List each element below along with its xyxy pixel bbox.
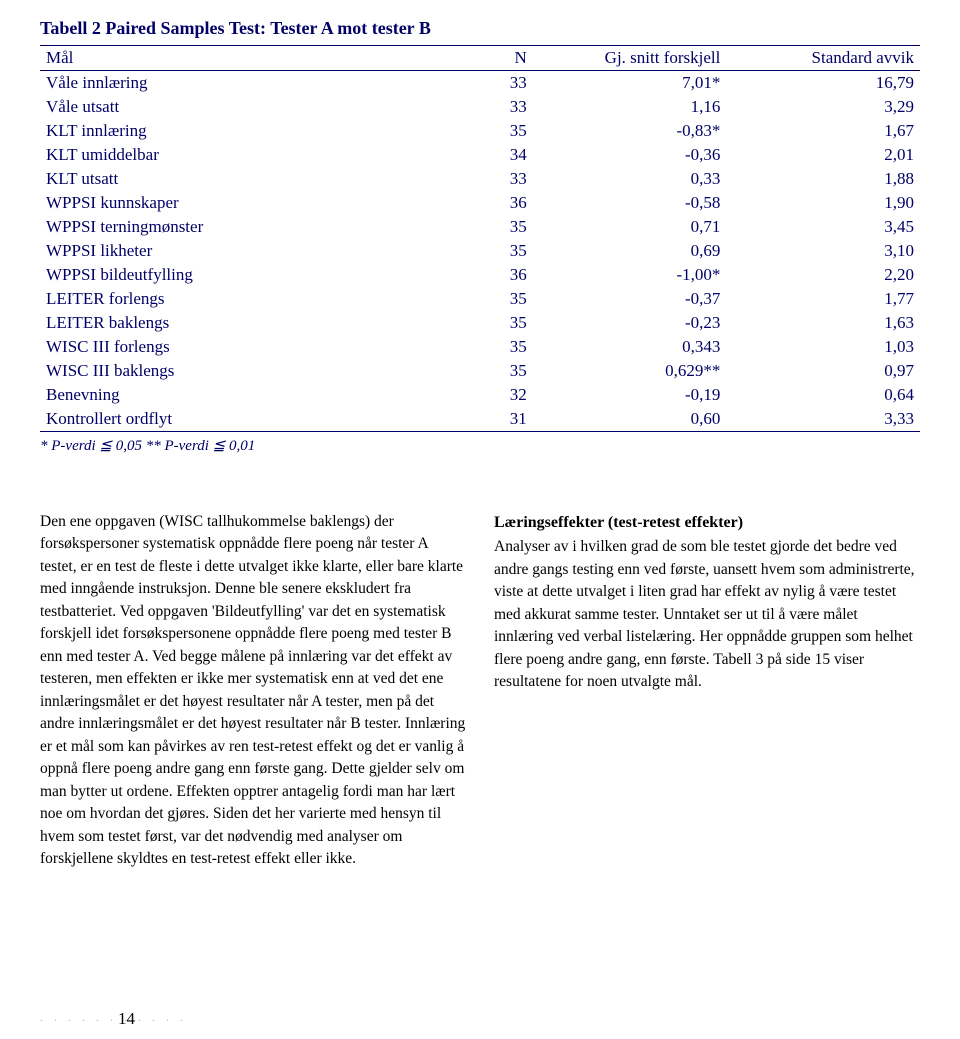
row-mean: 0,629**: [533, 359, 727, 383]
col-header-label: Mål: [40, 46, 410, 71]
row-sd: 1,90: [726, 191, 920, 215]
table-row: KLT innlæring35-0,83*1,67: [40, 119, 920, 143]
data-table: Mål N Gj. snitt forskjell Standard avvik…: [40, 45, 920, 432]
row-n: 36: [410, 263, 533, 287]
row-label: KLT umiddelbar: [40, 143, 410, 167]
row-mean: -0,58: [533, 191, 727, 215]
row-sd: 3,29: [726, 95, 920, 119]
right-column: Læringseffekter (test-retest effekter) A…: [494, 511, 920, 871]
row-mean: -0,23: [533, 311, 727, 335]
row-mean: 0,60: [533, 407, 727, 432]
row-sd: 1,63: [726, 311, 920, 335]
row-n: 35: [410, 119, 533, 143]
right-paragraph: Analyser av i hvilken grad de som ble te…: [494, 536, 920, 693]
row-label: Kontrollert ordflyt: [40, 407, 410, 432]
col-header-mean: Gj. snitt forskjell: [533, 46, 727, 71]
left-column: Den ene oppgaven (WISC tallhukommelse ba…: [40, 511, 466, 871]
row-n: 35: [410, 239, 533, 263]
row-sd: 0,97: [726, 359, 920, 383]
row-sd: 0,64: [726, 383, 920, 407]
col-header-n: N: [410, 46, 533, 71]
row-label: WPPSI kunnskaper: [40, 191, 410, 215]
page-number: 14: [118, 1009, 135, 1029]
table-header-row: Mål N Gj. snitt forskjell Standard avvik: [40, 46, 920, 71]
row-sd: 3,33: [726, 407, 920, 432]
row-sd: 1,67: [726, 119, 920, 143]
row-sd: 16,79: [726, 71, 920, 96]
row-n: 35: [410, 359, 533, 383]
row-label: Benevning: [40, 383, 410, 407]
row-sd: 2,01: [726, 143, 920, 167]
row-mean: 0,71: [533, 215, 727, 239]
row-label: LEITER baklengs: [40, 311, 410, 335]
row-mean: 0,69: [533, 239, 727, 263]
row-n: 35: [410, 215, 533, 239]
table-row: LEITER forlengs35-0,371,77: [40, 287, 920, 311]
row-mean: 0,343: [533, 335, 727, 359]
row-mean: -0,37: [533, 287, 727, 311]
table-row: WPPSI kunnskaper36-0,581,90: [40, 191, 920, 215]
table-row: Kontrollert ordflyt310,603,33: [40, 407, 920, 432]
table-row: WPPSI bildeutfylling36-1,00*2,20: [40, 263, 920, 287]
table-row: WISC III forlengs350,3431,03: [40, 335, 920, 359]
row-n: 31: [410, 407, 533, 432]
row-mean: -0,83*: [533, 119, 727, 143]
row-label: KLT utsatt: [40, 167, 410, 191]
body-columns: Den ene oppgaven (WISC tallhukommelse ba…: [40, 511, 920, 871]
row-label: WISC III baklengs: [40, 359, 410, 383]
left-paragraph: Den ene oppgaven (WISC tallhukommelse ba…: [40, 511, 466, 871]
row-n: 34: [410, 143, 533, 167]
row-label: Våle utsatt: [40, 95, 410, 119]
row-n: 33: [410, 71, 533, 96]
table-row: Benevning32-0,190,64: [40, 383, 920, 407]
table-row: KLT umiddelbar34-0,362,01: [40, 143, 920, 167]
row-n: 33: [410, 167, 533, 191]
row-sd: 2,20: [726, 263, 920, 287]
row-label: LEITER forlengs: [40, 287, 410, 311]
table-row: LEITER baklengs35-0,231,63: [40, 311, 920, 335]
row-sd: 1,77: [726, 287, 920, 311]
row-mean: 1,16: [533, 95, 727, 119]
table-row: Våle utsatt331,163,29: [40, 95, 920, 119]
row-label: Våle innlæring: [40, 71, 410, 96]
table-title: Tabell 2 Paired Samples Test: Tester A m…: [40, 18, 920, 39]
table-row: WPPSI terningmønster350,713,45: [40, 215, 920, 239]
row-sd: 3,45: [726, 215, 920, 239]
row-mean: -0,36: [533, 143, 727, 167]
row-mean: 7,01*: [533, 71, 727, 96]
table-row: WISC III baklengs350,629**0,97: [40, 359, 920, 383]
row-label: WPPSI bildeutfylling: [40, 263, 410, 287]
table-row: KLT utsatt330,331,88: [40, 167, 920, 191]
table-row: WPPSI likheter350,693,10: [40, 239, 920, 263]
row-n: 32: [410, 383, 533, 407]
row-sd: 1,03: [726, 335, 920, 359]
row-n: 33: [410, 95, 533, 119]
row-label: WISC III forlengs: [40, 335, 410, 359]
row-n: 35: [410, 287, 533, 311]
row-mean: -0,19: [533, 383, 727, 407]
decorative-dots: . . . . . . . . . . .: [40, 1010, 187, 1025]
row-label: WPPSI likheter: [40, 239, 410, 263]
table-footnote: * P-verdi ≦ 0,05 ** P-verdi ≦ 0,01: [40, 436, 920, 455]
row-mean: 0,33: [533, 167, 727, 191]
row-sd: 3,10: [726, 239, 920, 263]
right-heading: Læringseffekter (test-retest effekter): [494, 511, 920, 534]
table-row: Våle innlæring337,01*16,79: [40, 71, 920, 96]
col-header-sd: Standard avvik: [726, 46, 920, 71]
row-n: 36: [410, 191, 533, 215]
row-label: KLT innlæring: [40, 119, 410, 143]
row-n: 35: [410, 335, 533, 359]
row-n: 35: [410, 311, 533, 335]
row-label: WPPSI terningmønster: [40, 215, 410, 239]
row-mean: -1,00*: [533, 263, 727, 287]
row-sd: 1,88: [726, 167, 920, 191]
